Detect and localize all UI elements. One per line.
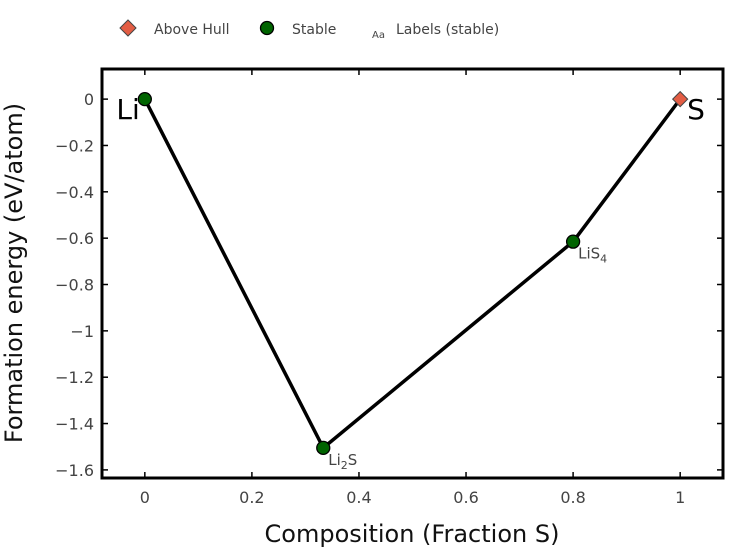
legend-item-above-hull[interactable]: Above Hull [119,19,230,38]
x-axis-title: Composition (Fraction S) [265,520,560,548]
legend-item-stable[interactable]: Stable [259,20,337,39]
y-tick-label: −1 [70,322,94,341]
y-tick-label: −1.4 [55,415,94,434]
point-labels: Li2S LiS4 [328,245,607,472]
x-tick-label: 0.2 [239,488,264,507]
data-points [137,90,689,456]
x-tick-label: 0.4 [346,488,371,507]
diamond-icon [119,19,137,37]
point-label: LiS4 [578,245,607,266]
y-tick-label: 0 [84,90,94,109]
stable-point[interactable] [137,91,152,107]
y-tick-label: −0.8 [55,276,94,295]
y-tick-label: −1.6 [55,461,94,480]
legend-label-stable: Stable [292,22,336,38]
y-tick-label: −0.4 [55,183,94,202]
legend: Above Hull Stable Aa Labels (stable) [119,19,499,41]
y-tick-label: −0.2 [55,136,94,155]
x-tick-label: 0.6 [453,488,478,507]
plot-frame [100,67,725,480]
x-tick-label: 0.8 [560,488,585,507]
element-label: S [687,93,705,126]
above-hull-point[interactable] [671,90,689,108]
legend-item-labels-stable[interactable]: Aa Labels (stable) [372,22,499,41]
stable-point[interactable] [565,234,581,249]
text-icon: Aa [372,30,385,41]
x-tick-label: 0 [140,488,150,507]
y-axis-ticks: 0 −0.2 −0.4 −0.6 −0.8 −1 −1.2 −1.4 −1.6 [55,90,723,480]
y-tick-label: −0.6 [55,229,94,248]
convex-hull-line [143,98,682,450]
stable-point[interactable] [316,440,331,456]
x-tick-label: 1 [675,488,685,507]
legend-label-labels-stable: Labels (stable) [396,22,499,38]
element-label: Li [116,93,139,126]
x-axis-ticks: 0 0.2 0.4 0.6 0.8 1 [140,69,685,507]
legend-label-above-hull: Above Hull [154,22,230,38]
element-labels: Li S [116,93,705,126]
y-axis-title: Formation energy (eV/atom) [0,103,28,443]
circle-icon [259,20,275,36]
y-tick-label: −1.2 [55,368,94,387]
point-label: Li2S [328,451,357,472]
